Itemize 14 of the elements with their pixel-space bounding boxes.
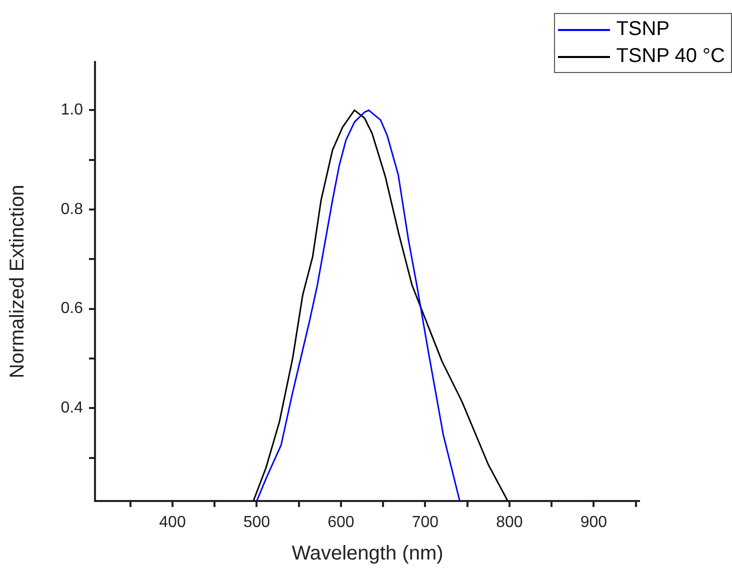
y-tick-label: 0.4 [60, 400, 84, 417]
x-tick-label: 800 [496, 514, 523, 532]
legend-label: TSNP [616, 17, 670, 42]
x-tick-label: 500 [243, 514, 270, 532]
x-tick-label: 400 [159, 514, 186, 532]
legend-label: TSNP 40 °C [616, 44, 725, 69]
y-axis-title: Normalized Extinction [6, 184, 29, 378]
x-tick-label: 600 [328, 514, 354, 532]
x-axis-title: Wavelength (nm) [292, 542, 444, 565]
y-tick-label: 1.0 [60, 102, 84, 119]
x-tick-label: 700 [412, 514, 439, 532]
y-tick-label: 0.8 [60, 200, 84, 218]
y-tick-label: 0.6 [60, 300, 84, 318]
x-tick-label: 900 [580, 514, 608, 532]
